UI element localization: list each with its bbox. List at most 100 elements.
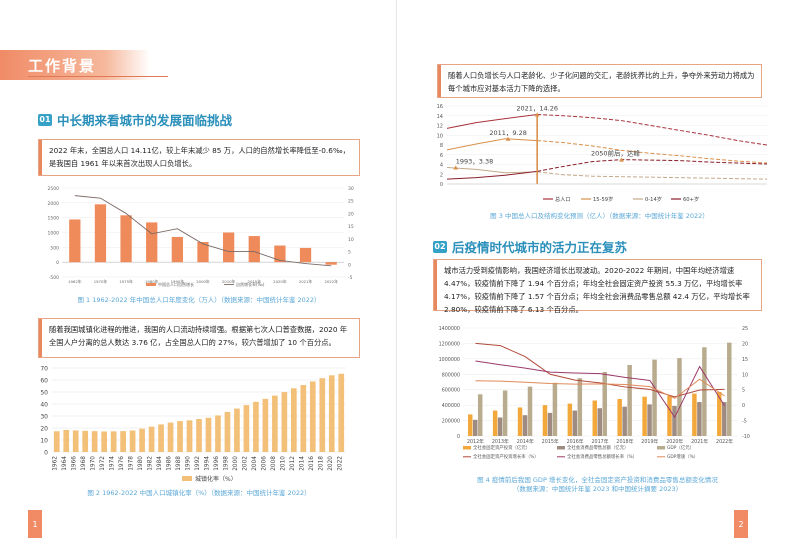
y2-tick-label: 5 <box>348 250 351 256</box>
y2-tick-label: 25 <box>348 199 354 205</box>
bar <box>692 393 697 436</box>
legend-label: 60+岁 <box>683 195 699 203</box>
y-tick-label: 0 <box>457 434 460 440</box>
section-heading-1: 01 中长期来看城市的发展面临挑战 <box>38 110 232 129</box>
x-tick-label: 1990年 <box>171 279 185 284</box>
page-number: 1 <box>28 510 42 538</box>
y2-tick-label: 20 <box>348 211 354 217</box>
section-number: 01 <box>38 113 52 126</box>
legend-swatch <box>657 446 665 450</box>
population-structure-chart: 0 2 4 6 8 10 12 14 16 2021，14.26 2011，9.28 1993，3.3… <box>437 104 768 203</box>
bar <box>120 431 126 452</box>
bar <box>222 232 235 263</box>
figure-caption-3: 图 3 中国总人口及结构变化预测（亿人）（数据来源：中国统计年鉴 2022） <box>490 212 709 220</box>
bar <box>597 408 602 436</box>
x-tick-label: 1984 <box>157 456 163 471</box>
bar <box>248 236 260 263</box>
x-tick-label: 2004 <box>252 456 258 471</box>
callout-aging: 随着人口负增长与人口老龄化、少子化问题的交汇，老龄抚养比的上升，争夺外来劳动力将… <box>437 64 762 98</box>
legend-label: 中国总人口自然增长 <box>158 281 194 287</box>
y-tick-label: 10 <box>437 133 443 139</box>
x-tick-label: 2022 <box>337 456 343 471</box>
x-tick-label: 1968 <box>81 456 87 471</box>
x-tick-label: 2014 <box>299 456 305 471</box>
line-series <box>446 170 538 180</box>
line-series <box>446 167 538 174</box>
y-tick-label: 2 <box>440 172 443 178</box>
figure-caption-4: 图 4 疫情前后我国 GDP 增长变化，全社会固定资产投资和消费品零售总额变化情… <box>477 476 718 484</box>
y2-tick-label: 0 <box>742 403 745 409</box>
bar <box>572 410 578 436</box>
page-gutter <box>396 0 397 538</box>
y-tick-label: 0 <box>44 450 48 457</box>
x-tick-label: 1980年 <box>145 279 159 284</box>
line-series <box>74 195 332 267</box>
line-series <box>446 113 538 129</box>
bar <box>148 426 155 452</box>
x-tick-label: 1972 <box>100 456 106 471</box>
figure-caption-1: 图 1 1962-2022 年中国总人口年度变化（万人）（数据来源：中国统计年鉴… <box>77 296 321 304</box>
bar <box>542 405 548 436</box>
bar <box>53 431 60 452</box>
x-tick-label: 2020年 <box>273 279 287 284</box>
bar <box>522 415 528 436</box>
bar <box>146 222 158 263</box>
annotation-label: 2011，9.28 <box>489 129 527 137</box>
bar <box>497 417 503 436</box>
bar <box>69 219 81 263</box>
y-tick-label: 30 <box>40 414 48 421</box>
bar <box>215 415 221 452</box>
x-tick-label: 1998 <box>223 456 229 471</box>
y-tick-label: 800000 <box>442 372 460 378</box>
line-series <box>446 138 538 151</box>
x-tick-label: 2008 <box>271 456 277 471</box>
legend-label: 全社会消费品零售总额（亿元） <box>567 444 628 451</box>
legend-swatch <box>557 446 565 450</box>
y-tick-label: 40 <box>40 402 48 409</box>
banner-underline <box>28 76 168 77</box>
legend-swatch <box>182 476 192 481</box>
x-tick-label: 1996 <box>214 456 220 471</box>
bar <box>467 414 473 436</box>
section-number: 02 <box>433 240 447 253</box>
x-tick-label: 1964 <box>62 456 68 471</box>
x-tick-label: 2012年 <box>467 438 484 445</box>
x-tick-label: 2021年 <box>691 438 708 445</box>
bar <box>63 429 70 452</box>
y-tick-label: 1000 <box>48 231 60 237</box>
y-tick-label: 70 <box>40 366 48 373</box>
bar <box>272 395 278 452</box>
bar <box>186 420 193 452</box>
section-title: 中长期来看城市的发展面临挑战 <box>57 113 233 128</box>
page-number: 2 <box>734 510 748 538</box>
x-tick-label: 2010年 <box>222 279 236 284</box>
y-tick-label: 6 <box>440 153 443 159</box>
x-tick-label: 1980 <box>138 456 144 471</box>
bar <box>727 342 732 436</box>
callout-economy: 城市活力受到疫情影响，我国经济增长出现波动。2020-2022 年期间，中国年均… <box>433 259 762 314</box>
legend-label: 全社会固定资产投资（亿元） <box>473 444 530 451</box>
bar <box>602 371 607 436</box>
x-tick-label: 1970年 <box>94 279 108 284</box>
bar <box>577 378 583 436</box>
callout-urbanization: 随着我国城镇化进程的推进，我国的人口流动持续增强。根据第七次人口普查数据，202… <box>38 318 360 358</box>
x-tick-label: 2013年 <box>492 438 509 445</box>
line-series-projection <box>537 113 768 146</box>
bar <box>253 401 259 452</box>
y2-tick-label: 10 <box>742 372 748 378</box>
legend-label: GDP（亿元） <box>667 444 694 451</box>
x-tick-label: 1966 <box>72 456 78 471</box>
x-tick-label: 1990 <box>186 456 192 471</box>
population-chart: -500 0 500 1000 1500 2000 2500 -5 0 5 10 15 20 25 30 19… <box>48 186 354 287</box>
bar <box>552 382 558 436</box>
line-series-projection <box>537 171 768 180</box>
right-page: 随着人口负增长与人口老龄化、少子化问题的交汇，老龄抚养比的上升，争夺外来劳动力将… <box>397 0 793 538</box>
bar <box>677 358 682 436</box>
bar <box>101 431 108 452</box>
bar <box>328 375 335 452</box>
x-tick-label: 2015年 <box>248 279 262 284</box>
economy-chart: 0 200000 400000 600000 800000 1000000 1200000 1… <box>439 326 750 460</box>
y2-tick-label: 15 <box>348 224 354 230</box>
bar <box>120 215 132 263</box>
bar <box>722 402 727 436</box>
